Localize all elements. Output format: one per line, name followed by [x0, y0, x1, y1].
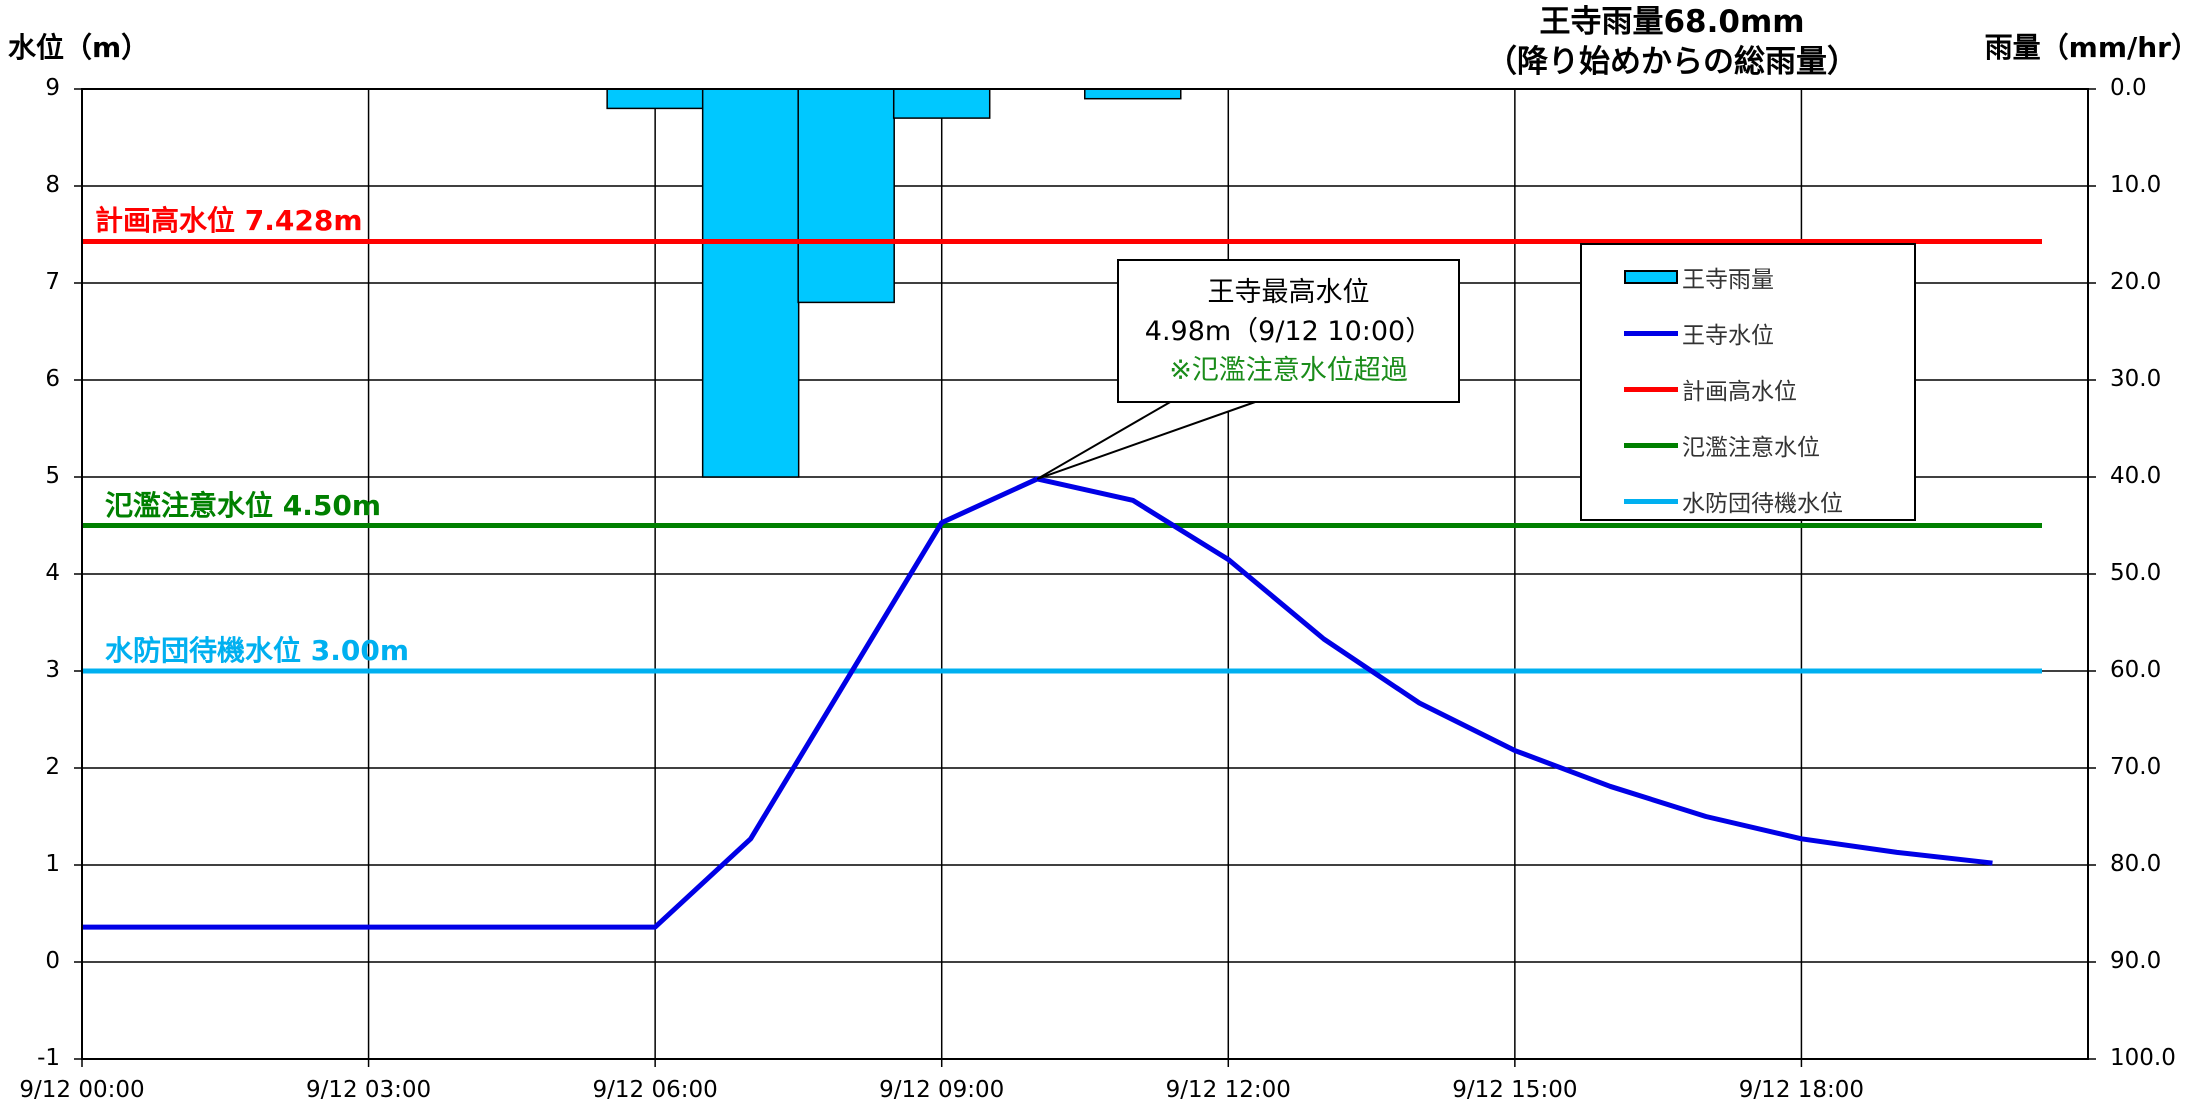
right-axis-tick-label: 10.0 — [2110, 172, 2162, 198]
legend-label: 計画高水位 — [1682, 379, 1797, 405]
right-axis-tick-label: 60.0 — [2110, 657, 2162, 683]
legend-label: 氾濫注意水位 — [1682, 435, 1820, 461]
legend-item: 氾濫注意水位 — [1624, 417, 1820, 473]
right-axis-tick-label: 0.0 — [2110, 75, 2147, 101]
left-axis-tick-label: 7 — [45, 269, 60, 295]
peak-annotation-line-3: ※氾濫注意水位超過 — [1169, 355, 1408, 386]
x-axis-tick-label: 9/12 18:00 — [1738, 1077, 1865, 1103]
ref-label-plan: 計画高水位 7.428m — [95, 204, 363, 238]
legend-swatch — [1624, 330, 1678, 336]
peak-annotation-line-2: 4.98m（9/12 10:00） — [1144, 316, 1433, 347]
left-axis-tick-label: 9 — [45, 75, 60, 101]
legend-swatch — [1624, 270, 1678, 284]
rain-bar — [606, 88, 704, 110]
left-axis-tick-label: 8 — [45, 172, 60, 198]
grid-layer — [81, 88, 2088, 1060]
x-axis-tick-label: 9/12 12:00 — [1165, 1077, 1291, 1103]
legend-label: 王寺雨量 — [1682, 267, 1774, 293]
rain-total-line-1: 王寺雨量68.0mm — [1539, 4, 1805, 40]
legend-label: 王寺水位 — [1682, 323, 1774, 349]
x-axis-tick-label: 9/12 00:00 — [19, 1077, 145, 1103]
rain-total-title: 王寺雨量68.0mm （降り始めからの総雨量） — [1352, 2, 1992, 82]
plot-frame — [74, 88, 2096, 1067]
rain-bar — [1084, 88, 1182, 100]
right-axis-tick-label: 50.0 — [2110, 560, 2162, 586]
right-axis-tick-label: 70.0 — [2110, 754, 2162, 780]
legend-item: 計画高水位 — [1624, 361, 1797, 417]
left-axis-tick-label: 0 — [45, 948, 60, 974]
peak-annotation-line-1: 王寺最高水位 — [1207, 277, 1370, 308]
legend-item: 王寺水位 — [1624, 305, 1774, 361]
right-axis-tick-label: 20.0 — [2110, 269, 2162, 295]
legend-item: 王寺雨量 — [1624, 249, 1774, 305]
right-axis-tick-label: 40.0 — [2110, 463, 2162, 489]
x-axis-tick-label: 9/12 06:00 — [592, 1077, 718, 1103]
left-axis-tick-label: 3 — [45, 657, 60, 683]
left-axis-tick-label: 1 — [45, 851, 60, 877]
rain-bar — [892, 88, 991, 119]
x-axis-tick-label: 9/12 15:00 — [1452, 1077, 1578, 1103]
water-level-line — [82, 476, 1993, 930]
x-axis-tick-label: 9/12 09:00 — [879, 1077, 1005, 1103]
left-axis-tick-label: -1 — [37, 1045, 60, 1071]
plot-border — [81, 88, 2089, 1060]
left-axis-tick-label: 2 — [45, 754, 60, 780]
peak-annotation: 王寺最高水位 4.98m（9/12 10:00） ※氾濫注意水位超過 — [1117, 259, 1460, 403]
legend-label: 水防団待機水位 — [1682, 491, 1843, 517]
ref-label-standby: 水防団待機水位 3.00m — [105, 634, 410, 667]
legend-swatch — [1624, 442, 1678, 448]
right-axis-tick-label: 100.0 — [2110, 1045, 2176, 1071]
rain-bar — [797, 88, 895, 304]
left-axis-tick-label: 4 — [45, 560, 60, 586]
legend-swatch — [1624, 386, 1678, 392]
rain-total-line-2: （降り始めからの総雨量） — [1486, 44, 1858, 80]
left-axis-tick-label: 5 — [45, 463, 60, 489]
ref-label-flood: 氾濫注意水位 4.50m — [105, 488, 382, 522]
left-axis-tick-label: 6 — [45, 366, 60, 392]
right-axis-tick-label: 80.0 — [2110, 851, 2162, 877]
right-axis-tick-label: 90.0 — [2110, 948, 2162, 974]
legend-item: 水防団待機水位 — [1624, 473, 1843, 529]
right-axis-tick-label: 30.0 — [2110, 366, 2162, 392]
rain-bars — [606, 88, 1182, 478]
rain-bar — [701, 88, 800, 478]
x-axis-tick-label: 9/12 03:00 — [305, 1077, 432, 1103]
reference-lines — [82, 238, 2042, 674]
legend: 王寺雨量王寺水位計画高水位氾濫注意水位 水防団待機水位 — [1580, 243, 1916, 521]
right-axis-title: 雨量（mm/hr） — [1984, 31, 2199, 64]
legend-swatch — [1624, 498, 1678, 504]
left-axis-title: 水位（m） — [8, 31, 150, 64]
peak-annotation-pointer — [1036, 400, 1259, 480]
